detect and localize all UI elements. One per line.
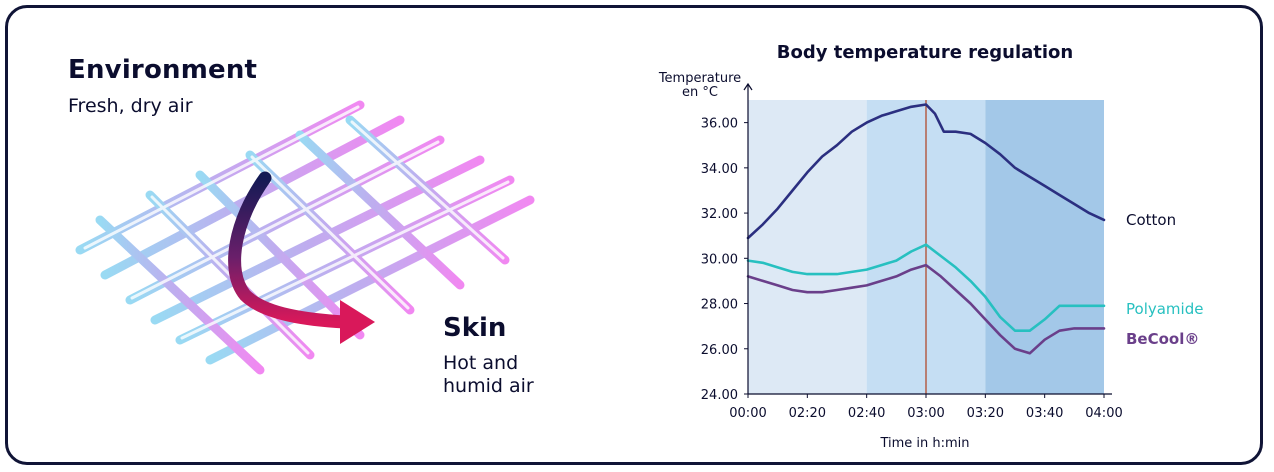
series-line-1 <box>746 243 1106 332</box>
band-2 <box>985 100 1104 394</box>
skin-subtitle: Hot and humid air <box>443 352 534 398</box>
y-tick-label: 36.00 <box>701 117 738 132</box>
series-line-2 <box>746 263 1106 355</box>
x-tick-label: 04:00 <box>1085 406 1122 421</box>
y-tick-label: 24.00 <box>701 388 738 403</box>
y-axis-label-line1: Temperature <box>658 71 741 86</box>
skin-title: Skin <box>443 313 507 343</box>
moisture-arrow <box>228 171 352 329</box>
series-label-2: BeCool® <box>1126 330 1199 348</box>
y-axis-label-line2: en °C <box>682 85 718 100</box>
x-tick-label: 00:00 <box>729 406 766 421</box>
series-label-0: Cotton <box>1126 211 1176 229</box>
environment-title: Environment <box>68 55 258 85</box>
series-label-1: Polyamide <box>1126 300 1203 318</box>
skin-subtitle-line2: humid air <box>443 375 534 397</box>
band-0 <box>748 100 867 394</box>
environment-subtitle: Fresh, dry air <box>68 95 193 117</box>
x-tick-label: 02:20 <box>789 406 826 421</box>
series-lines <box>746 103 1106 355</box>
x-tick-label: 03:40 <box>1026 406 1063 421</box>
x-tick-label: 03:20 <box>967 406 1004 421</box>
temperature-chart: 24.00 26.00 28.00 30.00 32.00 34.00 36.00 00:00… <box>658 71 1204 451</box>
moisture-arrow-head <box>340 300 375 344</box>
series-labels: Cotton Polyamide BeCool® <box>1126 211 1203 348</box>
fabric-weave-illustration <box>75 100 535 375</box>
y-tick-label: 30.00 <box>701 252 738 267</box>
series-line-0 <box>746 103 1106 240</box>
x-axis-label: Time in h:min <box>879 436 969 451</box>
tick-labels: 24.00 26.00 28.00 30.00 32.00 34.00 36.00 00:00… <box>701 117 1123 421</box>
x-tick-label: 02:40 <box>848 406 885 421</box>
y-tick-label: 26.00 <box>701 343 738 358</box>
x-tick-label: 03:00 <box>907 406 944 421</box>
axes <box>743 82 1112 395</box>
weave-highlights <box>83 105 510 355</box>
skin-subtitle-line1: Hot and <box>443 352 519 374</box>
y-axis-arrow <box>743 82 753 91</box>
y-tick-label: 34.00 <box>701 162 738 177</box>
chart-title: Body temperature regulation <box>776 42 1074 63</box>
y-tick-label: 28.00 <box>701 298 738 313</box>
y-tick-label: 32.00 <box>701 207 738 222</box>
card-frame <box>5 5 1263 465</box>
